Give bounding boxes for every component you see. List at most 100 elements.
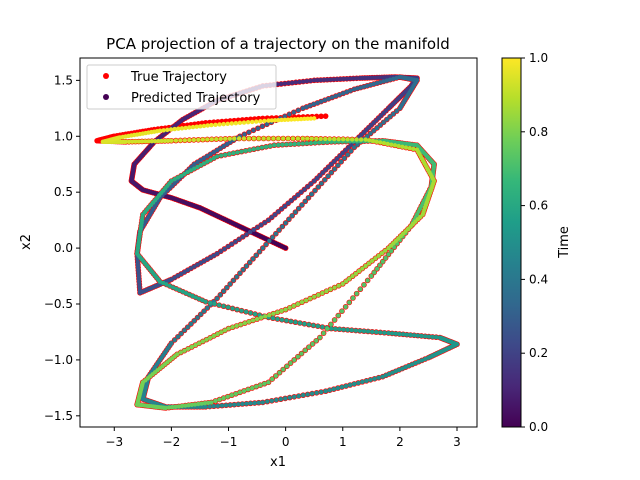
predicted-point [182,269,187,275]
predicted-point [244,263,249,269]
predicted-point [325,326,330,331]
predicted-point [217,122,222,127]
predicted-point [222,328,228,333]
predicted-point [198,124,203,129]
predicted-point [156,138,161,144]
predicted-point [284,364,290,369]
predicted-point [165,138,171,144]
predicted-point [258,119,263,124]
predicted-point [185,170,190,175]
predicted-point [251,128,256,133]
colorbar-tick-label: 0.4 [529,272,548,286]
predicted-point [366,261,372,266]
predicted-point [176,404,181,409]
predicted-point [267,312,272,318]
predicted-point [376,253,381,258]
predicted-point [316,184,321,190]
predicted-point [283,307,288,312]
predicted-point [277,370,282,375]
predicted-point [329,95,335,100]
predicted-point [249,119,255,125]
predicted-point [348,88,353,93]
predicted-point [310,341,315,347]
predicted-point [304,104,309,110]
predicted-point [126,139,132,144]
predicted-point [322,177,328,182]
predicted-point [248,401,253,406]
predicted-point [221,144,226,149]
predicted-point [254,253,259,258]
predicted-point [237,271,243,276]
predicted-point [345,152,350,157]
predicted-point [377,263,383,268]
predicted-point [347,76,353,81]
predicted-point [263,144,269,150]
predicted-point [411,146,416,152]
predicted-point [208,157,213,163]
predicted-point [309,191,314,197]
predicted-point [323,389,328,394]
y-tick-label: 1.5 [54,73,73,87]
predicted-point [312,78,317,83]
predicted-point [369,258,375,264]
predicted-point [305,136,310,141]
predicted-point [347,276,352,281]
predicted-point [391,111,396,117]
predicted-point [262,381,267,386]
predicted-point [271,311,276,316]
predicted-point [188,168,194,173]
predicted-point [205,256,210,262]
predicted-point [387,114,393,119]
predicted-point [298,189,304,195]
predicted-point [211,333,217,339]
predicted-point [397,331,402,337]
predicted-point [173,404,178,409]
predicted-point [240,234,245,240]
predicted-point [286,80,291,86]
predicted-point [232,136,237,141]
predicted-point [364,378,369,384]
predicted-point [236,402,241,407]
predicted-point [342,156,347,161]
predicted-point [287,112,292,117]
predicted-point [198,162,203,168]
predicted-point [192,162,197,167]
predicted-point [308,78,313,83]
predicted-point [236,237,242,242]
predicted-point [213,398,218,404]
predicted-point [326,164,331,170]
predicted-point [363,137,368,142]
predicted-point [437,335,443,340]
predicted-point [276,227,282,233]
predicted-point [356,268,362,274]
colorbar-tick-label: 0.6 [529,199,548,213]
predicted-point [195,262,200,267]
predicted-point [374,329,379,335]
predicted-point [272,143,277,148]
predicted-point [175,175,181,180]
predicted-point [351,381,357,387]
predicted-point [178,173,184,178]
predicted-point [341,327,346,332]
predicted-point [343,148,348,153]
predicted-point [300,79,306,84]
predicted-point [314,390,319,396]
predicted-point [195,160,200,165]
predicted-point [289,117,294,122]
predicted-point [219,403,225,408]
predicted-point [289,213,295,218]
predicted-point [252,311,258,317]
predicted-point [315,78,320,83]
predicted-point [353,328,359,333]
predicted-point [188,321,194,327]
predicted-point [182,138,188,143]
predicted-point [311,102,316,107]
predicted-point [304,141,310,146]
predicted-point [278,81,284,87]
predicted-point [260,124,265,129]
x-tick-label: −2 [163,435,181,449]
predicted-point [139,139,145,144]
predicted-point [182,328,187,333]
predicted-point [251,147,257,152]
predicted-point [245,387,251,392]
